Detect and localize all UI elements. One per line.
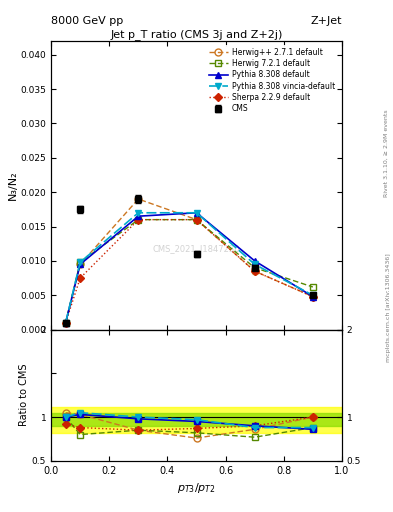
Line: Sherpa 2.2.9 default: Sherpa 2.2.9 default [63,217,316,326]
Line: Herwig 7.2.1 default: Herwig 7.2.1 default [62,216,316,326]
Line: Herwig++ 2.7.1 default: Herwig++ 2.7.1 default [62,196,316,326]
Sherpa 2.2.9 default [194,217,199,223]
Y-axis label: N₃/N₂: N₃/N₂ [7,170,18,200]
Sherpa 2.2.9 default [252,268,257,274]
Pythia 8.308 vincia-default [252,261,257,267]
Herwig++ 2.7.1 default [63,319,68,326]
Herwig 7.2.1 default [194,217,199,223]
Text: Rivet 3.1.10, ≥ 2.9M events: Rivet 3.1.10, ≥ 2.9M events [384,110,389,198]
Pythia 8.308 default [194,210,199,216]
Y-axis label: Ratio to CMS: Ratio to CMS [19,364,29,426]
Text: Z+Jet: Z+Jet [310,15,342,26]
Herwig++ 2.7.1 default [136,196,141,202]
Pythia 8.308 vincia-default [310,292,315,298]
Title: Jet p_T ratio (CMS 3j and Z+2j): Jet p_T ratio (CMS 3j and Z+2j) [110,29,283,40]
Herwig++ 2.7.1 default [78,261,83,267]
Pythia 8.308 default [78,261,83,267]
Legend: Herwig++ 2.7.1 default, Herwig 7.2.1 default, Pythia 8.308 default, Pythia 8.308: Herwig++ 2.7.1 default, Herwig 7.2.1 def… [206,45,338,116]
Herwig 7.2.1 default [63,319,68,326]
Line: Pythia 8.308 vincia-default: Pythia 8.308 vincia-default [62,209,316,326]
Pythia 8.308 default [136,213,141,219]
Herwig 7.2.1 default [310,284,315,290]
Pythia 8.308 vincia-default [136,210,141,216]
Pythia 8.308 vincia-default [63,319,68,326]
Herwig++ 2.7.1 default [252,268,257,274]
Text: CMS_2021_I1847230: CMS_2021_I1847230 [153,244,240,253]
Herwig++ 2.7.1 default [310,293,315,300]
Bar [51,407,342,433]
Pythia 8.308 vincia-default [78,259,83,265]
Herwig 7.2.1 default [136,217,141,223]
X-axis label: $p_{T3}/p_{T2}$: $p_{T3}/p_{T2}$ [177,481,216,495]
Text: mcplots.cern.ch [arXiv:1306.3436]: mcplots.cern.ch [arXiv:1306.3436] [386,253,391,361]
Text: 8000 GeV pp: 8000 GeV pp [51,15,123,26]
Herwig 7.2.1 default [252,265,257,271]
Herwig 7.2.1 default [78,259,83,265]
Herwig++ 2.7.1 default [194,217,199,223]
Sherpa 2.2.9 default [63,319,68,326]
Sherpa 2.2.9 default [136,217,141,223]
Line: Pythia 8.308 default: Pythia 8.308 default [62,209,316,326]
Pythia 8.308 default [252,258,257,264]
Sherpa 2.2.9 default [78,275,83,281]
Sherpa 2.2.9 default [310,293,315,300]
Pythia 8.308 vincia-default [194,210,199,216]
Pythia 8.308 default [310,293,315,300]
Pythia 8.308 default [63,319,68,326]
Bar [51,413,342,426]
